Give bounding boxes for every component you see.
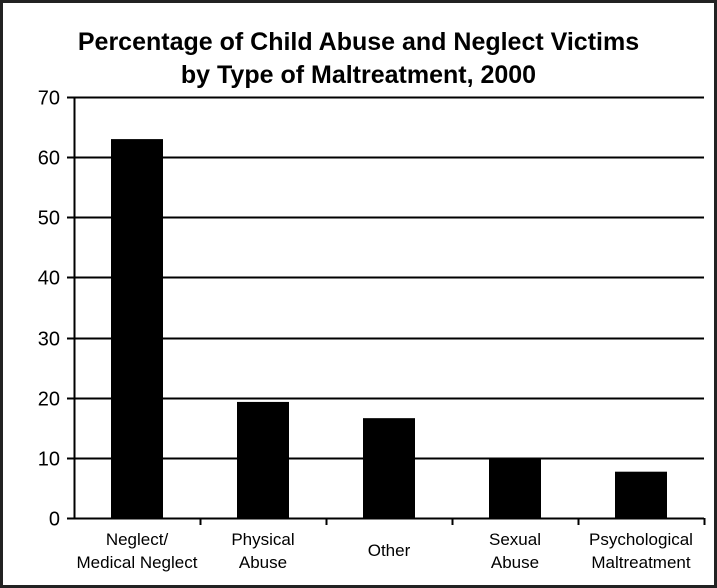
bars bbox=[111, 139, 667, 518]
x-category-label: Maltreatment bbox=[591, 553, 690, 572]
x-category-label: Abuse bbox=[491, 553, 539, 572]
y-tick-label: 70 bbox=[38, 88, 60, 110]
x-category-label: Medical Neglect bbox=[77, 553, 198, 572]
x-category-label: Neglect/ bbox=[106, 530, 169, 549]
bar bbox=[237, 401, 289, 518]
bar bbox=[363, 418, 415, 518]
bar bbox=[111, 139, 163, 518]
bar bbox=[615, 471, 667, 518]
y-tick-labels: 0 10 20 30 40 50 60 70 bbox=[38, 88, 60, 531]
y-tick-label: 60 bbox=[38, 148, 60, 170]
x-category-label: Physical bbox=[231, 530, 294, 549]
gridlines bbox=[74, 96, 704, 460]
chart-title: Percentage of Child Abuse and Neglect Vi… bbox=[0, 26, 717, 92]
y-tick-label: 20 bbox=[38, 389, 60, 411]
chart-title-line-2: by Type of Maltreatment, 2000 bbox=[180, 61, 537, 89]
x-category-label: Other bbox=[368, 541, 411, 560]
y-tick-label: 50 bbox=[38, 208, 60, 230]
x-category-label: Sexual bbox=[489, 530, 541, 549]
x-category-label: Psychological bbox=[589, 530, 693, 549]
y-tick-label: 10 bbox=[38, 449, 60, 471]
x-category-labels: Neglect/Medical Neglect Physical Abuse Othe… bbox=[77, 530, 693, 572]
y-tick-label: 0 bbox=[49, 509, 60, 531]
y-tick-label: 30 bbox=[38, 329, 60, 351]
y-tick-label: 40 bbox=[38, 268, 60, 290]
chart-title-line-1: Percentage of Child Abuse and Neglect Vi… bbox=[77, 28, 640, 56]
axes bbox=[67, 96, 706, 525]
bar bbox=[489, 457, 541, 518]
x-category-label: Abuse bbox=[239, 553, 287, 572]
